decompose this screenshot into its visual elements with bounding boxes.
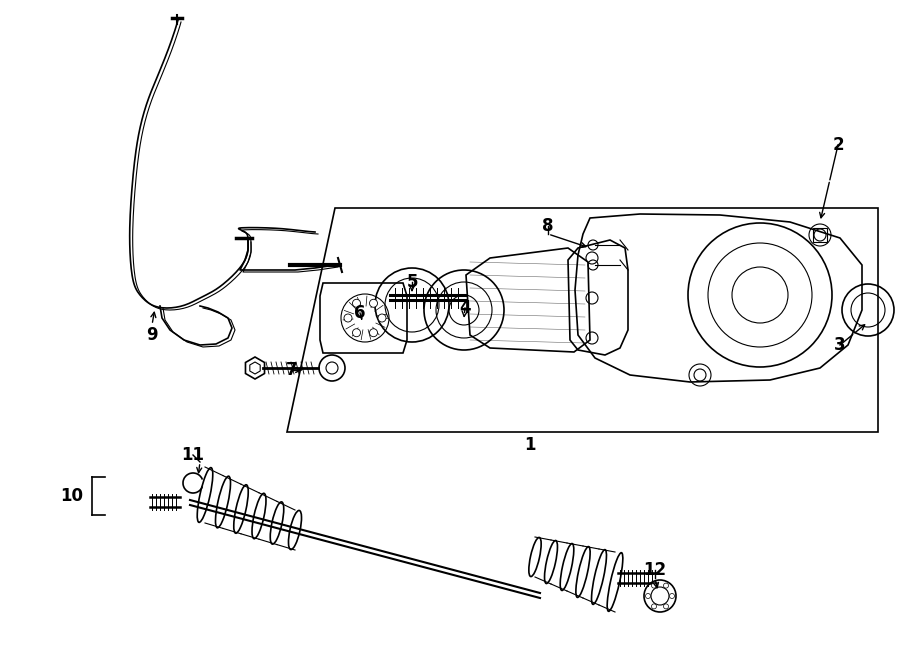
Circle shape [670,594,674,598]
Text: 1: 1 [524,436,536,454]
Text: 9: 9 [146,326,158,344]
Text: 7: 7 [286,361,298,379]
Circle shape [663,583,669,588]
Text: 2: 2 [832,136,844,154]
Circle shape [652,583,656,588]
Circle shape [344,314,352,322]
Text: 8: 8 [542,217,554,235]
Circle shape [353,299,361,307]
Circle shape [652,604,656,609]
Text: 6: 6 [355,304,365,322]
Text: 5: 5 [406,273,418,291]
Text: 11: 11 [182,446,204,464]
Circle shape [378,314,386,322]
Text: 12: 12 [644,561,667,579]
Circle shape [370,329,377,337]
Circle shape [353,329,361,337]
Text: 10: 10 [60,487,84,505]
Text: 3: 3 [834,336,846,354]
Circle shape [370,299,377,307]
Circle shape [645,594,651,598]
Circle shape [663,604,669,609]
Text: 4: 4 [459,299,471,317]
